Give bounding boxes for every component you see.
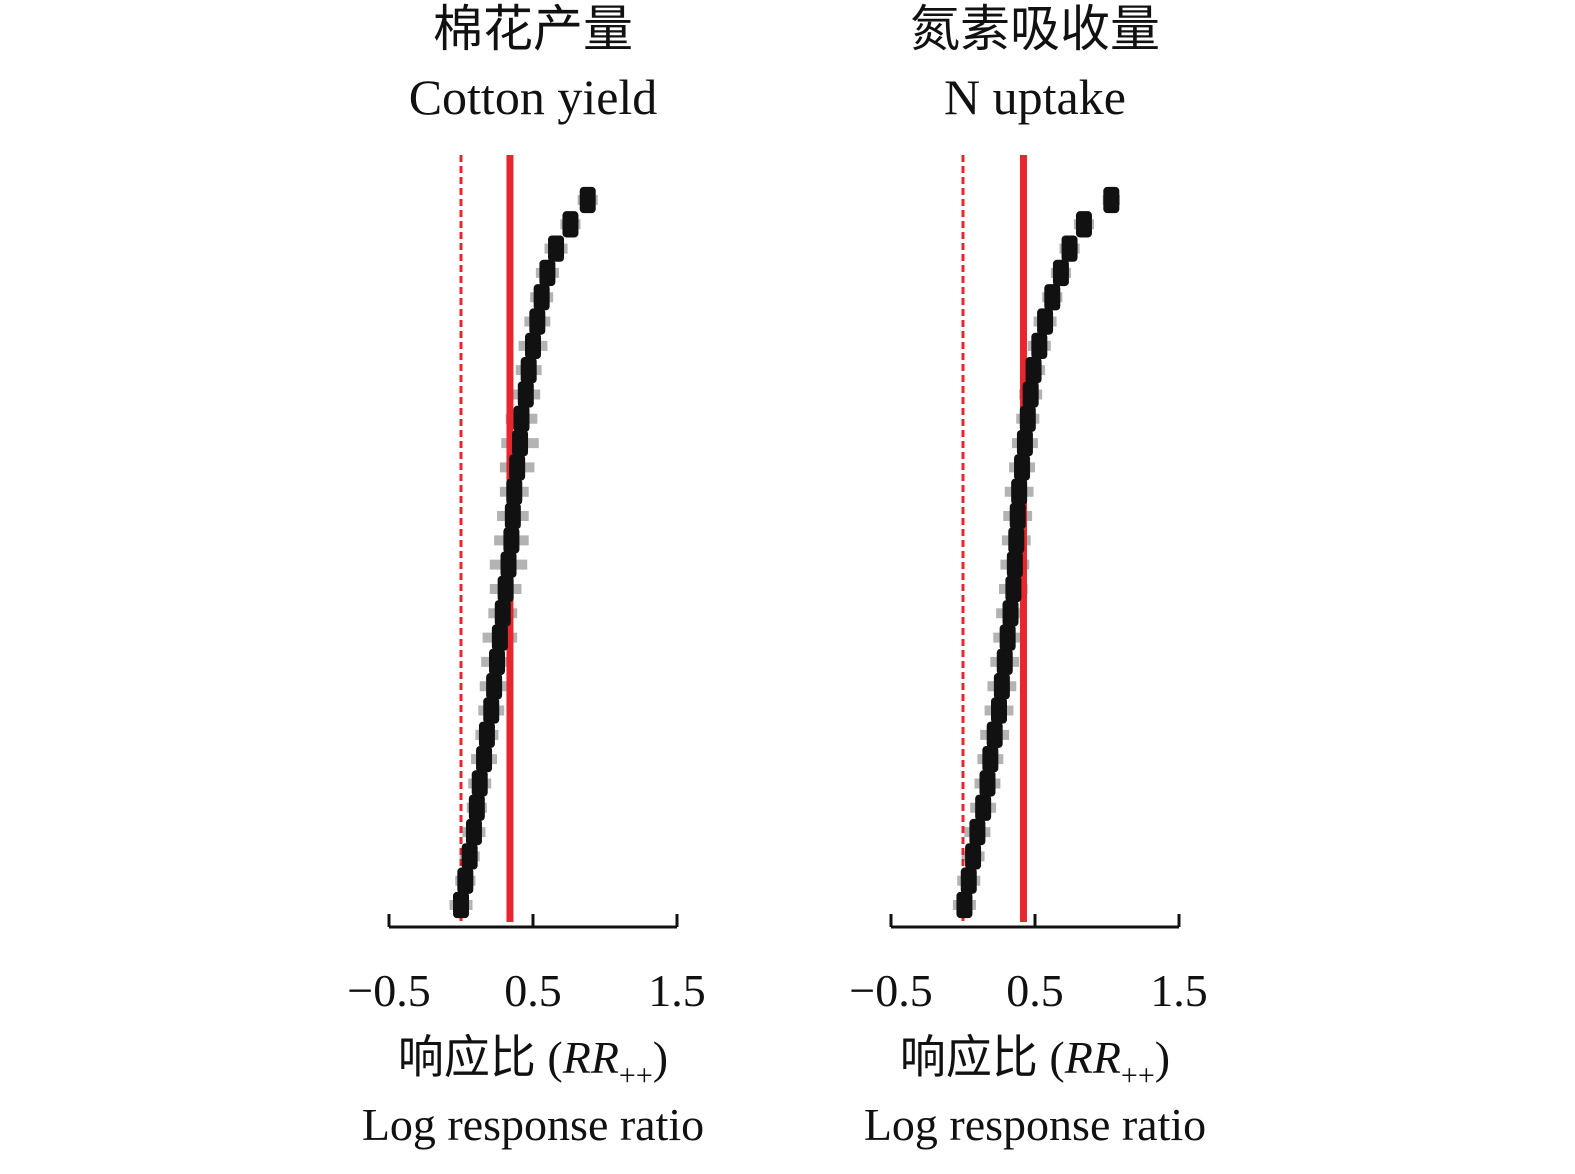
chart-subtitle: Cotton yield	[409, 69, 658, 125]
point	[975, 794, 992, 821]
chart-title: 棉花产量	[433, 1, 633, 57]
point	[503, 527, 520, 554]
x-axis-label-close: )	[1155, 1032, 1170, 1083]
x-axis-label: 响应比 (RR++)	[398, 1032, 668, 1092]
x-tick-label: −0.5	[347, 965, 430, 1016]
point	[986, 721, 1003, 748]
point	[1005, 575, 1022, 603]
point	[1031, 332, 1048, 360]
point	[539, 259, 556, 287]
point	[517, 381, 534, 408]
point	[579, 186, 596, 214]
x-axis-label-2: Log response ratio	[864, 1099, 1206, 1150]
point	[1044, 284, 1061, 311]
x-axis-label-close: )	[653, 1032, 668, 1083]
point	[461, 843, 478, 870]
x-tick-label: −0.5	[849, 965, 932, 1016]
x-axis-label-italic: RR	[562, 1032, 619, 1083]
x-axis-label-subscript: ++	[1121, 1059, 1155, 1092]
point	[996, 648, 1013, 676]
point	[525, 332, 541, 360]
point	[483, 697, 500, 724]
x-tick-label: 1.5	[648, 965, 706, 1016]
point	[489, 648, 505, 676]
point	[991, 697, 1007, 724]
x-tick-label: 1.5	[1150, 965, 1208, 1016]
point	[979, 770, 996, 797]
point	[529, 308, 546, 335]
point	[982, 745, 999, 773]
point	[1008, 527, 1025, 554]
point	[956, 891, 973, 919]
point	[491, 624, 508, 651]
point	[1075, 211, 1092, 238]
point	[506, 478, 523, 505]
chart-title: 氮素吸收量	[910, 1, 1160, 57]
point	[533, 284, 550, 311]
x-tick-label: 0.5	[504, 965, 562, 1016]
x-axis-label-text: 响应比 (	[900, 1032, 1065, 1083]
point	[465, 818, 482, 846]
point	[1022, 381, 1039, 408]
point	[468, 794, 485, 821]
point	[457, 867, 474, 894]
point	[486, 673, 503, 700]
point	[993, 673, 1010, 700]
point	[497, 575, 514, 603]
point	[1061, 235, 1078, 262]
point	[562, 211, 579, 238]
point	[1016, 429, 1033, 457]
point	[1037, 308, 1054, 335]
point	[1052, 259, 1069, 287]
point	[494, 600, 511, 627]
point	[548, 235, 565, 262]
point	[471, 770, 488, 797]
point	[504, 502, 521, 530]
x-tick-label: 0.5	[1006, 965, 1064, 1016]
x-axis-label-subscript: ++	[619, 1059, 653, 1092]
x-axis-label: 响应比 (RR++)	[900, 1032, 1170, 1092]
point	[1103, 186, 1120, 214]
point	[512, 429, 529, 457]
point	[509, 454, 526, 481]
x-axis-label-italic: RR	[1064, 1032, 1121, 1083]
x-axis-label-text: 响应比 (	[398, 1032, 563, 1083]
point	[1014, 454, 1031, 481]
point	[500, 551, 517, 578]
point	[960, 867, 977, 894]
point	[999, 624, 1016, 651]
point	[476, 745, 493, 773]
point	[1009, 502, 1026, 530]
point	[453, 891, 469, 919]
point	[1011, 478, 1028, 505]
point	[1002, 600, 1019, 627]
point	[520, 357, 537, 384]
x-axis-label-2: Log response ratio	[362, 1099, 704, 1150]
point	[969, 818, 986, 846]
point	[513, 405, 530, 432]
point	[1019, 405, 1036, 432]
point	[1006, 551, 1023, 578]
point	[478, 721, 495, 748]
point	[1025, 357, 1042, 384]
chart-subtitle: N uptake	[944, 69, 1126, 125]
point	[965, 843, 982, 870]
